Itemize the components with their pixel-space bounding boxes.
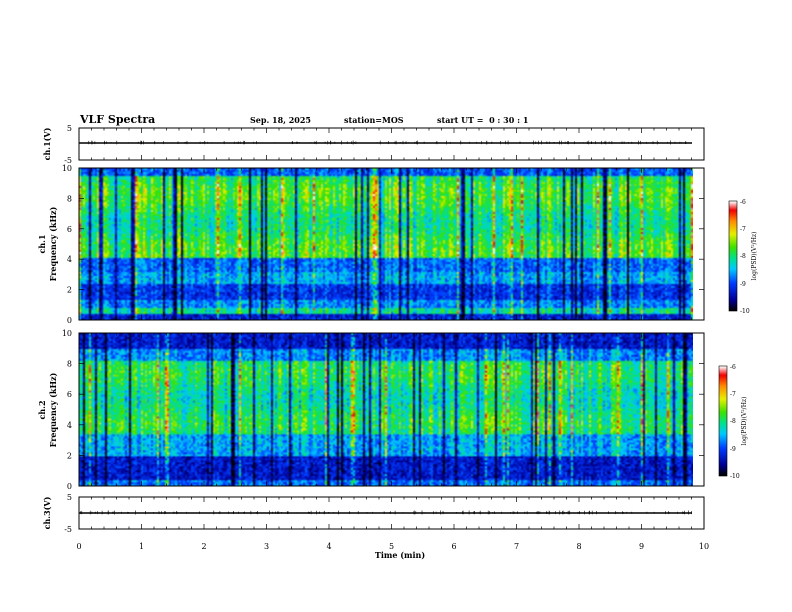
ch3-ytick-top: 5 <box>67 493 72 502</box>
ch2-spectrogram-panel: 0 2 4 6 8 10 ch.2 Frequency (kHz) -6 -7 -8 -9… <box>37 329 748 491</box>
frequency-tick-label: 10 <box>62 329 72 338</box>
ch1-waveform-panel: 5 -5 ch.1(V) <box>42 124 705 165</box>
ch2-cb-tick-6: -6 <box>730 364 736 371</box>
ch1-frequency-label: Frequency (kHz) <box>48 206 58 281</box>
figure-title: VLF Spectra <box>79 113 155 126</box>
frequency-tick-label: 2 <box>67 286 72 295</box>
frequency-tick-label: 8 <box>67 194 72 203</box>
station-label: station=MOS <box>344 115 404 125</box>
ch1-spectrogram-ticks <box>78 168 705 320</box>
frequency-tick-label: 2 <box>67 451 72 460</box>
ch2-cb-tick-9: -9 <box>730 446 736 453</box>
time-tick-label: 1 <box>139 542 144 551</box>
ch1-colorbar-frame <box>728 200 738 312</box>
time-tick-label: 0 <box>76 542 81 551</box>
ch3-waveform-ylabel: ch.3(V) <box>42 496 52 529</box>
ch2-spectrogram-ylabel: ch.2 <box>37 400 47 419</box>
ch1-spectrogram-image <box>79 168 693 320</box>
time-tick-label: 3 <box>264 542 269 551</box>
ch1-cb-tick-10: -10 <box>740 308 750 315</box>
time-tick-label: 8 <box>576 542 581 551</box>
frequency-tick-label: 6 <box>67 225 72 234</box>
ch1-spectrogram-ylabel: ch.1 <box>37 234 47 253</box>
frequency-tick-label: 4 <box>67 255 72 264</box>
time-tick-label: 2 <box>201 542 206 551</box>
ch2-cb-tick-8: -8 <box>730 418 736 425</box>
time-tick-label: 4 <box>326 542 331 551</box>
ch1-waveform-ticks <box>78 128 705 160</box>
ch2-spectrogram-ticks <box>78 333 705 486</box>
frequency-tick-label: 10 <box>62 164 72 173</box>
date-label: Sep. 18, 2025 <box>250 115 311 125</box>
time-tick-label: 7 <box>514 542 519 551</box>
time-tick-label: 10 <box>699 542 709 551</box>
ch1-cb-tick-8: -8 <box>740 253 746 260</box>
time-tick-label: 9 <box>639 542 644 551</box>
ch1-cb-tick-7: -7 <box>740 226 746 233</box>
time-tick-label: 5 <box>389 542 394 551</box>
ch1-spectrogram-panel: 0 2 4 6 8 10 ch.1 Frequency (kHz) -6 -7 -8 -9… <box>37 164 758 325</box>
ch1-colorbar <box>729 201 737 311</box>
ch3-waveform-ticks <box>78 497 705 529</box>
frequency-tick-label: 0 <box>67 482 72 491</box>
ch2-colorbar-frame <box>718 365 728 477</box>
ch1-waveform-ylabel: ch.1(V) <box>42 127 52 160</box>
ch3-waveform-panel: 5 -5 ch.3(V) <box>42 493 705 534</box>
ch2-frequency-tick-labels: 0 2 4 6 8 10 <box>62 329 704 491</box>
ch2-colorbar-label: log(PSD)(V²/Hz) <box>741 397 748 446</box>
ch1-cb-tick-9: -9 <box>740 281 746 288</box>
ch3-ytick-bottom: -5 <box>64 525 72 534</box>
ch2-frequency-label: Frequency (kHz) <box>48 372 58 447</box>
frequency-tick-label: 6 <box>67 390 72 399</box>
ch2-spectrogram-image <box>79 333 693 486</box>
ch2-colorbar <box>719 366 727 476</box>
time-tick-label: 6 <box>451 542 456 551</box>
ch1-ytick-bottom: -5 <box>64 156 72 165</box>
ch2-cb-tick-7: -7 <box>730 391 736 398</box>
time-axis-tick-labels: 0 1 2 3 4 5 6 7 8 9 10 <box>76 542 709 551</box>
ch1-ytick-top: 5 <box>67 124 72 133</box>
ch2-cb-tick-10: -10 <box>730 473 740 480</box>
start-time-label: start UT = 0 : 30 : 1 <box>437 115 528 125</box>
ch1-colorbar-label: log(PSD)(V²/Hz) <box>751 232 758 281</box>
frequency-tick-label: 4 <box>67 421 72 430</box>
ch1-cb-tick-6: -6 <box>740 199 746 206</box>
ch1-frequency-tick-labels: 0 2 4 6 8 10 <box>62 164 704 325</box>
frequency-tick-label: 0 <box>67 316 72 325</box>
time-axis-label: Time (min) <box>375 550 425 560</box>
frequency-tick-label: 8 <box>67 360 72 369</box>
